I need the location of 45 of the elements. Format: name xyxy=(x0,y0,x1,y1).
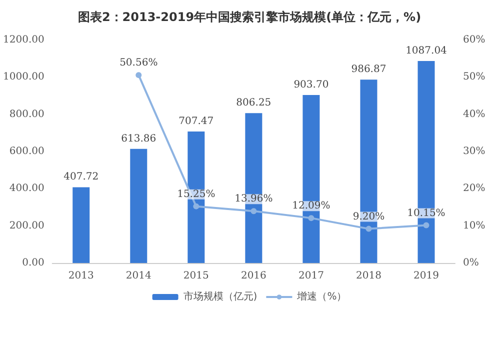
chart-title: 图表2：2013-2019年中国搜索引擎市场规模(单位：亿元，%) xyxy=(78,10,422,24)
y2-tick-label: 60% xyxy=(463,34,486,46)
data-label: 50.56% xyxy=(120,58,158,69)
y2-tick-label: 20% xyxy=(463,183,486,194)
x-tick-label: 2017 xyxy=(298,270,324,282)
data-label: 986.87 xyxy=(351,64,386,76)
data-label: 903.70 xyxy=(294,80,329,91)
x-tick-label: 2016 xyxy=(240,270,266,282)
point xyxy=(423,222,430,228)
data-label: 613.86 xyxy=(121,133,156,144)
bar xyxy=(130,148,148,263)
y2-tick-label: 0% xyxy=(463,258,479,268)
y2-tick-label: 10% xyxy=(463,220,486,232)
data-label: 10.15% xyxy=(407,208,446,219)
y-tick-label: 800.00 xyxy=(9,108,44,120)
data-label: 12.09% xyxy=(292,200,330,212)
x-tick-label: 2018 xyxy=(356,270,382,282)
y-tick-label: 400.00 xyxy=(9,183,44,194)
data-label: 15.25% xyxy=(177,188,216,200)
data-label: 806.25 xyxy=(236,98,272,109)
point xyxy=(366,226,372,232)
y-tick-label: 600.00 xyxy=(9,146,44,157)
legend-label: 市场规模（亿元) xyxy=(183,290,258,302)
y2-tick-label: 50% xyxy=(463,72,486,83)
bar xyxy=(72,187,90,263)
y2-tick-label: 40% xyxy=(463,108,486,120)
data-label: 407.72 xyxy=(64,172,99,183)
point xyxy=(250,208,257,214)
y-tick-label: 1200.00 xyxy=(2,34,44,46)
y-tick-label: 200.00 xyxy=(9,220,44,232)
x-tick-label: 2015 xyxy=(183,270,209,282)
point xyxy=(193,203,200,210)
y2-tick-label: 30% xyxy=(463,146,486,157)
point xyxy=(136,72,142,78)
data-label: 9.20% xyxy=(352,211,385,222)
y-tick-label: 0.00 xyxy=(22,258,44,268)
legend-label: 增速（%） xyxy=(296,290,347,302)
y-tick-label: 1000.00 xyxy=(2,72,44,83)
x-tick-label: 2014 xyxy=(126,270,152,282)
data-label: 1087.04 xyxy=(406,45,447,56)
x-tick-label: 2019 xyxy=(414,270,439,282)
data-label: 707.47 xyxy=(178,116,214,128)
data-label: 13.96% xyxy=(234,194,273,205)
x-tick-label: 2013 xyxy=(68,270,94,282)
point xyxy=(308,215,314,222)
